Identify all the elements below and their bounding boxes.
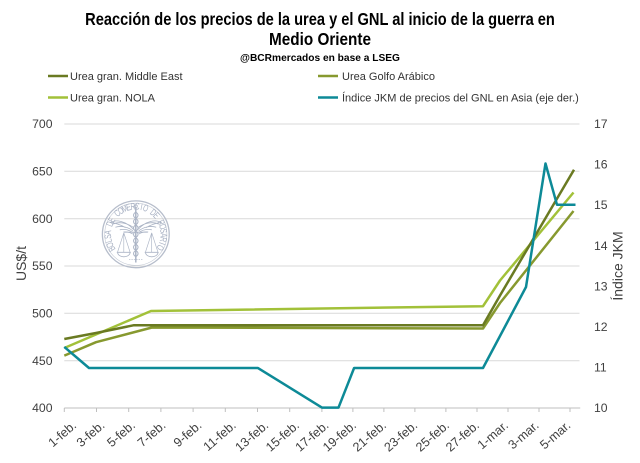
svg-text:27-feb.: 27-feb. bbox=[443, 418, 482, 454]
svg-text:A: A bbox=[103, 229, 114, 234]
svg-text:S: S bbox=[158, 228, 169, 234]
svg-text:I: I bbox=[140, 202, 144, 213]
svg-text:Urea gran. NOLA: Urea gran. NOLA bbox=[70, 93, 156, 105]
svg-text:13: 13 bbox=[594, 279, 608, 293]
svg-text:3-mar.: 3-mar. bbox=[506, 418, 542, 452]
svg-text:17: 17 bbox=[594, 117, 608, 131]
svg-text:11-feb.: 11-feb. bbox=[201, 418, 239, 454]
svg-text:D: D bbox=[104, 220, 116, 228]
svg-text:R: R bbox=[130, 201, 136, 212]
svg-text:1-mar.: 1-mar. bbox=[475, 418, 511, 452]
svg-text:1-feb.: 1-feb. bbox=[46, 418, 80, 450]
svg-text:I: I bbox=[157, 241, 168, 246]
svg-text:25-feb.: 25-feb. bbox=[413, 418, 452, 454]
svg-text:Índice JKM: Índice JKM bbox=[610, 231, 626, 300]
svg-text:15: 15 bbox=[594, 198, 608, 212]
svg-text:Urea Golfo Arábico: Urea Golfo Arábico bbox=[342, 71, 435, 83]
svg-text:23-feb.: 23-feb. bbox=[381, 418, 420, 454]
svg-text:9-feb.: 9-feb. bbox=[171, 418, 205, 450]
svg-text:Urea gran. Middle East: Urea gran. Middle East bbox=[70, 71, 183, 83]
svg-text:D: D bbox=[148, 207, 158, 218]
svg-text:3-feb.: 3-feb. bbox=[74, 418, 108, 450]
svg-text:S: S bbox=[103, 234, 114, 240]
svg-text:E: E bbox=[151, 210, 162, 221]
svg-text:16: 16 bbox=[594, 158, 608, 172]
svg-text:400: 400 bbox=[32, 401, 53, 415]
svg-text:C: C bbox=[112, 208, 123, 219]
svg-text:B: B bbox=[106, 244, 117, 254]
svg-text:650: 650 bbox=[32, 164, 53, 178]
svg-text:5-mar.: 5-mar. bbox=[537, 418, 573, 452]
svg-text:12: 12 bbox=[594, 320, 608, 334]
svg-text:14: 14 bbox=[594, 239, 608, 253]
svg-text:500: 500 bbox=[32, 306, 53, 320]
svg-text:E: E bbox=[125, 202, 132, 213]
svg-text:11: 11 bbox=[594, 361, 607, 375]
svg-text:5-feb.: 5-feb. bbox=[104, 418, 138, 450]
svg-text:E: E bbox=[106, 215, 118, 224]
svg-text:13-feb.: 13-feb. bbox=[232, 418, 271, 454]
svg-text:M: M bbox=[120, 203, 129, 215]
svg-text:Índice JKM de precios del GNL: Índice JKM de precios del GNL en Asia (e… bbox=[342, 92, 579, 105]
svg-text:O: O bbox=[104, 241, 116, 250]
svg-text:O: O bbox=[141, 203, 149, 215]
svg-text:O: O bbox=[116, 205, 126, 217]
svg-text:R: R bbox=[157, 236, 168, 243]
svg-text:21-feb.: 21-feb. bbox=[350, 418, 389, 454]
svg-text:450: 450 bbox=[32, 354, 53, 368]
svg-text:10: 10 bbox=[594, 401, 608, 415]
svg-text:US$/t: US$/t bbox=[13, 246, 29, 281]
svg-text:550: 550 bbox=[32, 259, 53, 273]
svg-text:600: 600 bbox=[32, 212, 53, 226]
svg-text:7-feb.: 7-feb. bbox=[135, 418, 169, 450]
svg-text:O: O bbox=[154, 243, 166, 252]
svg-text:700: 700 bbox=[32, 117, 53, 131]
svg-text:A: A bbox=[158, 233, 169, 238]
svg-text:L: L bbox=[103, 238, 114, 244]
svg-text:O: O bbox=[157, 223, 169, 231]
